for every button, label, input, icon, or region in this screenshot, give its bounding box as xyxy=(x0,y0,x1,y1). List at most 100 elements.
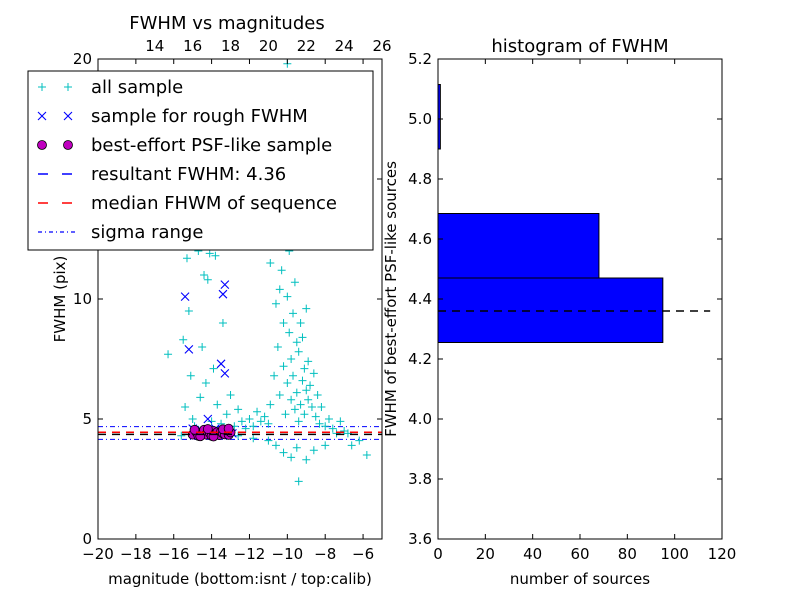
scatter-point xyxy=(266,400,275,409)
legend-label: resultant FWHM: 4.36 xyxy=(91,164,286,185)
y-tick-label: 3.6 xyxy=(408,530,432,548)
scatter-point xyxy=(362,451,371,459)
scatter-point xyxy=(294,477,303,486)
scatter-point xyxy=(347,441,356,450)
scatter-point xyxy=(201,379,210,387)
x-tick-label: 20 xyxy=(476,545,495,563)
scatter-point xyxy=(290,278,299,287)
scatter-point xyxy=(279,362,288,371)
scatter-point xyxy=(213,400,222,409)
y-tick-label: 4.6 xyxy=(408,230,432,248)
scatter-point xyxy=(275,285,284,294)
scatter-point xyxy=(218,289,228,299)
scatter-point xyxy=(273,343,282,351)
scatter-point xyxy=(260,412,269,421)
scatter-point xyxy=(180,292,190,301)
y-tick-label: 3.8 xyxy=(408,470,432,488)
scatter-point xyxy=(317,403,326,411)
scatter-point xyxy=(277,266,286,275)
scatter-x-label: magnitude (bottom:isnt / top:calib) xyxy=(108,570,372,588)
histogram-bar xyxy=(438,84,441,150)
scatter-point xyxy=(306,381,315,390)
histogram-y-ticks: 3.6 3.8 4.0 4.2 4.4 4.6 4.8 5.0 5.2 xyxy=(408,50,722,548)
scatter-point xyxy=(184,345,194,354)
scatter-point xyxy=(311,412,320,421)
scatter-point xyxy=(177,431,186,440)
scatter-point xyxy=(209,364,218,373)
y-tick-label: 20 xyxy=(73,50,92,68)
scatter-point xyxy=(302,304,311,313)
scatter-point xyxy=(234,405,243,414)
scatter-point xyxy=(300,410,309,419)
x-tick-label: −6 xyxy=(352,545,374,563)
x-tick-label: 40 xyxy=(523,545,542,563)
scatter-point xyxy=(309,446,318,455)
legend-marker xyxy=(64,83,72,91)
scatter-point xyxy=(182,254,191,263)
histogram-title: histogram of FWHM xyxy=(491,36,668,57)
scatter-point xyxy=(216,359,226,369)
scatter-point xyxy=(287,453,296,462)
scatter-point xyxy=(223,423,234,434)
scatter-reference-lines xyxy=(98,426,382,440)
legend-label: best-effort PSF-like sample xyxy=(91,135,332,156)
scatter-point xyxy=(289,309,298,318)
x-tick-label: −10 xyxy=(272,545,304,563)
scatter-point xyxy=(188,415,197,423)
top-tick-label: 14 xyxy=(145,37,164,55)
scatter-point xyxy=(328,424,337,433)
top-tick-label: 22 xyxy=(297,37,316,55)
scatter-point xyxy=(256,417,265,426)
scatter-point xyxy=(203,275,212,284)
top-tick-label: 20 xyxy=(259,37,278,55)
x-tick-label: −8 xyxy=(314,545,336,563)
histogram-plot: histogram of FWHM 0 20 40 60 80 100 120 3.6 3.8… xyxy=(382,36,736,588)
x-tick-label: 100 xyxy=(660,545,689,563)
scatter-point xyxy=(186,371,195,380)
scatter-point xyxy=(279,448,288,457)
scatter-point xyxy=(292,338,301,347)
scatter-point xyxy=(336,417,345,426)
y-tick-label: 4.2 xyxy=(408,350,432,368)
scatter-point xyxy=(253,407,262,416)
legend-entry: resultant FWHM: 4.36 xyxy=(38,164,286,185)
scatter-point xyxy=(200,271,209,279)
scatter-point xyxy=(275,391,284,399)
histogram-x-ticks: 0 20 40 60 80 100 120 xyxy=(433,59,736,563)
scatter-point xyxy=(296,400,305,409)
scatter-point xyxy=(205,249,214,258)
legend: all sample sample for rough FWHM best-effo… xyxy=(27,70,374,251)
scatter-point xyxy=(266,259,275,267)
scatter-point xyxy=(237,417,246,426)
legend-entry: median FHWM of sequence xyxy=(38,193,337,214)
scatter-point xyxy=(270,371,279,380)
legend-entry: sample for rough FWHM xyxy=(37,106,308,127)
legend-marker xyxy=(63,111,73,121)
scatter-point xyxy=(304,357,313,366)
scatter-point xyxy=(315,419,324,428)
y-tick-label: 4.8 xyxy=(408,170,432,188)
y-tick-label: 5.0 xyxy=(408,110,432,128)
scatter-plot: FWHM vs magnitudes −20 −18 −16 −14 −12 −10 −8−… xyxy=(27,13,392,588)
y-tick-label: 10 xyxy=(73,290,92,308)
scatter-point xyxy=(195,431,206,442)
scatter-point xyxy=(207,417,216,426)
scatter-point xyxy=(271,299,280,308)
scatter-point xyxy=(249,434,258,443)
scatter-point xyxy=(211,251,220,260)
legend-marker xyxy=(38,83,46,91)
scatter-point xyxy=(279,319,288,327)
legend-label: sigma range xyxy=(91,222,203,243)
histogram-y-label: FWHM of best-effort PSF-like sources xyxy=(382,161,400,437)
scatter-point xyxy=(241,424,250,433)
x-tick-label: −16 xyxy=(158,545,190,563)
x-tick-label: 80 xyxy=(618,545,637,563)
x-tick-label: −14 xyxy=(196,545,228,563)
legend-label: all sample xyxy=(91,77,183,98)
scatter-point xyxy=(249,422,258,431)
y-tick-label: 4.4 xyxy=(408,290,432,308)
scatter-point xyxy=(218,319,227,327)
scatter-point xyxy=(196,393,205,402)
legend-entry: best-effort PSF-like sample xyxy=(37,135,332,156)
